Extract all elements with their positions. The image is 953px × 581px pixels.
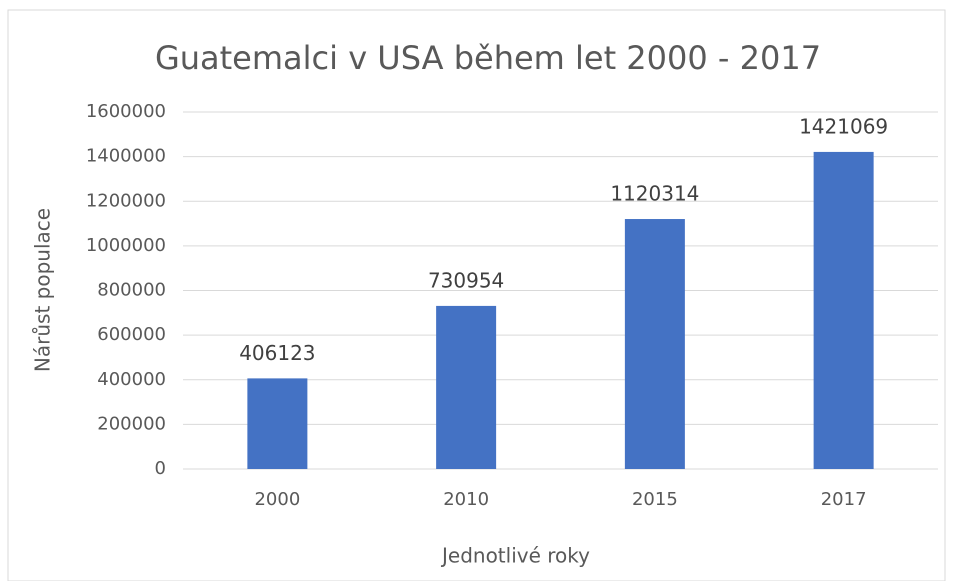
data-label: 1421069 [799,114,888,138]
y-tick-label: 200000 [97,413,166,434]
bar [247,378,308,469]
x-axis-title: Jednotlivé roky [440,544,590,568]
y-tick-label: 0 [155,458,166,479]
x-tick-label: 2010 [443,489,489,510]
x-tick-label: 2017 [821,489,867,510]
y-tick-label: 1600000 [86,101,166,122]
y-tick-label: 600000 [97,324,166,345]
y-tick-label: 400000 [97,369,166,390]
x-tick-label: 2015 [632,489,678,510]
bar [436,305,497,469]
y-tick-label: 1200000 [86,190,166,211]
data-label: 730954 [428,268,504,292]
x-tick-label: 2000 [254,489,300,510]
chart-title: Guatemalci v USA během let 2000 - 2017 [155,39,821,77]
bar [813,151,874,469]
y-tick-label: 1000000 [86,235,166,256]
data-label: 1120314 [610,182,699,206]
y-axis-title: Nárůst populace [31,208,55,372]
data-label: 406123 [239,341,315,365]
chart-border [7,9,946,581]
bar [624,219,685,469]
y-tick-label: 1400000 [86,146,166,167]
y-tick-label: 800000 [97,280,166,301]
